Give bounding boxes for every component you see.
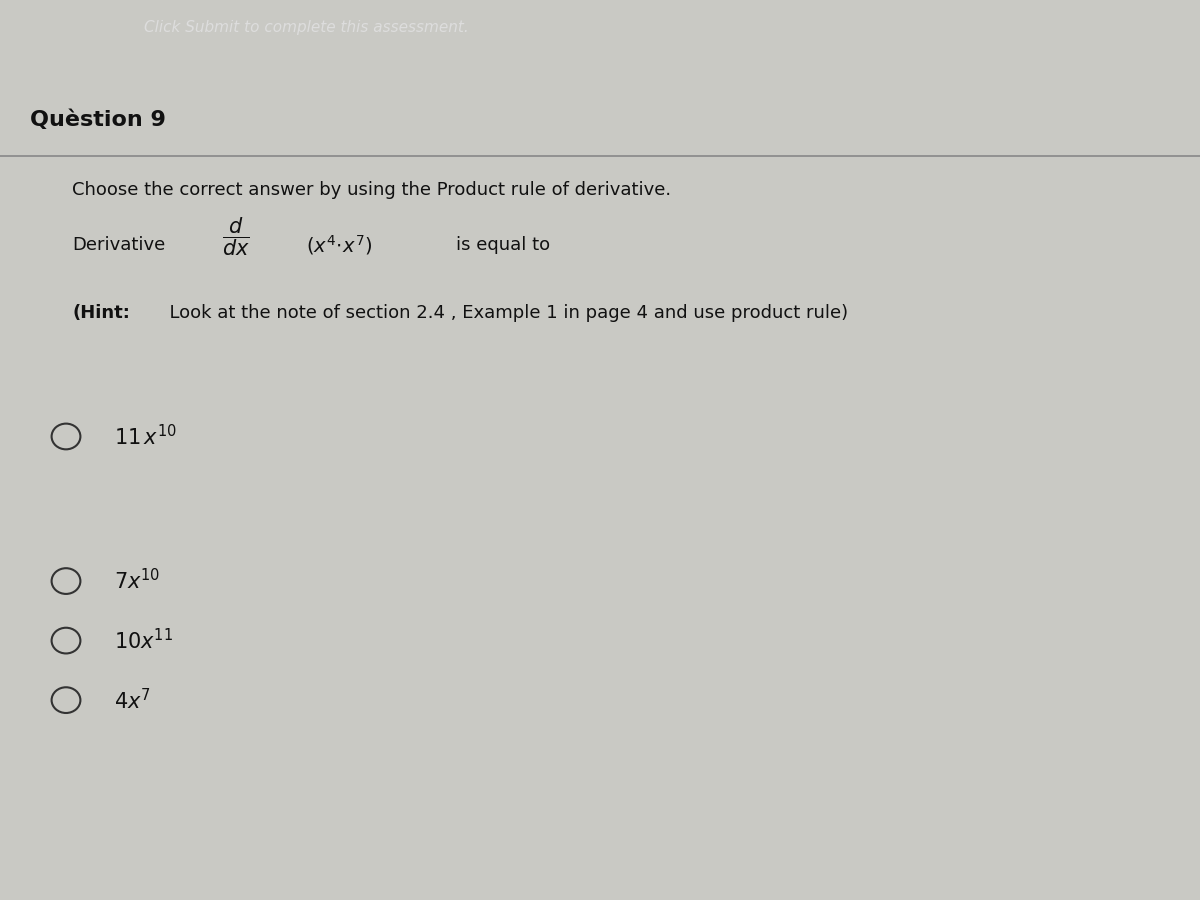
Text: $11\,x^{10}$: $11\,x^{10}$ [114, 424, 176, 449]
Text: is equal to: is equal to [456, 236, 550, 254]
Text: Choose the correct answer by using the Product rule of derivative.: Choose the correct answer by using the P… [72, 181, 671, 199]
Text: (Hint:: (Hint: [72, 304, 130, 322]
Text: $4x^7$: $4x^7$ [114, 688, 151, 713]
Text: $10x^{11}$: $10x^{11}$ [114, 628, 173, 653]
Text: $(x^4 \!\cdot\! x^7)$: $(x^4 \!\cdot\! x^7)$ [306, 233, 372, 257]
Text: $\dfrac{d}{dx}$: $\dfrac{d}{dx}$ [222, 215, 250, 258]
Text: Derivative: Derivative [72, 236, 166, 254]
Text: $7x^{10}$: $7x^{10}$ [114, 569, 161, 594]
Text: Quèstion 9: Quèstion 9 [30, 110, 166, 130]
Text: Click Submit to complete this assessment.: Click Submit to complete this assessment… [144, 20, 469, 35]
Text: Look at the note of section 2.4 , Example 1 in page 4 and use product rule): Look at the note of section 2.4 , Exampl… [158, 304, 848, 322]
